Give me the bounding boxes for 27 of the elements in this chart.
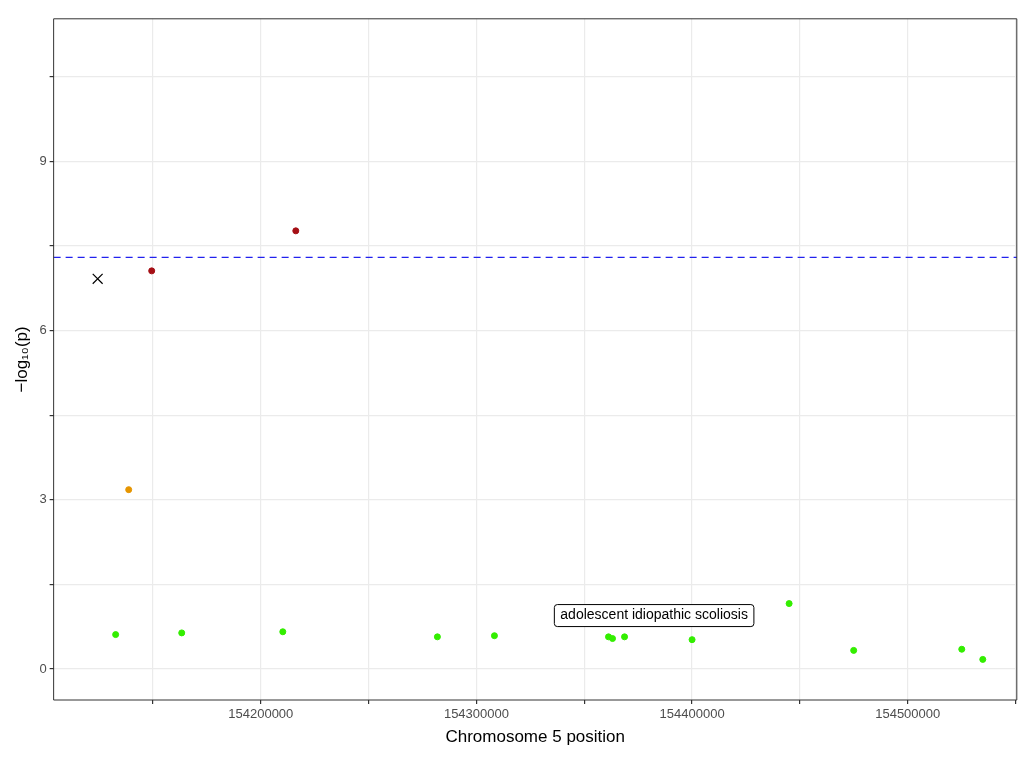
point bbox=[958, 645, 966, 653]
point bbox=[279, 628, 287, 636]
point bbox=[490, 632, 498, 640]
point bbox=[148, 267, 156, 275]
point bbox=[112, 631, 120, 639]
point bbox=[433, 633, 441, 641]
annotation: adolescent idiopathic scoliosis bbox=[560, 606, 748, 623]
point bbox=[688, 636, 696, 644]
x-axis-title: Chromosome 5 position bbox=[445, 727, 625, 747]
point bbox=[178, 629, 186, 637]
x-tick-label: 154400000 bbox=[659, 706, 725, 722]
point bbox=[292, 227, 300, 235]
point bbox=[125, 486, 133, 494]
y-tick-label: 6 bbox=[39, 322, 47, 338]
y-tick-label: 9 bbox=[39, 153, 47, 169]
point bbox=[785, 600, 793, 608]
x-tick-label: 154300000 bbox=[443, 706, 509, 722]
point bbox=[609, 635, 617, 643]
y-tick-label: 3 bbox=[39, 491, 47, 507]
point bbox=[979, 655, 987, 663]
x-tick-label: 154200000 bbox=[228, 706, 294, 722]
x-tick-label: 154500000 bbox=[875, 706, 941, 722]
point bbox=[621, 633, 629, 641]
point bbox=[92, 273, 104, 285]
point bbox=[850, 646, 858, 654]
y-axis-title: −log₁₀(p) bbox=[11, 326, 31, 393]
y-tick-label: 0 bbox=[39, 660, 47, 676]
